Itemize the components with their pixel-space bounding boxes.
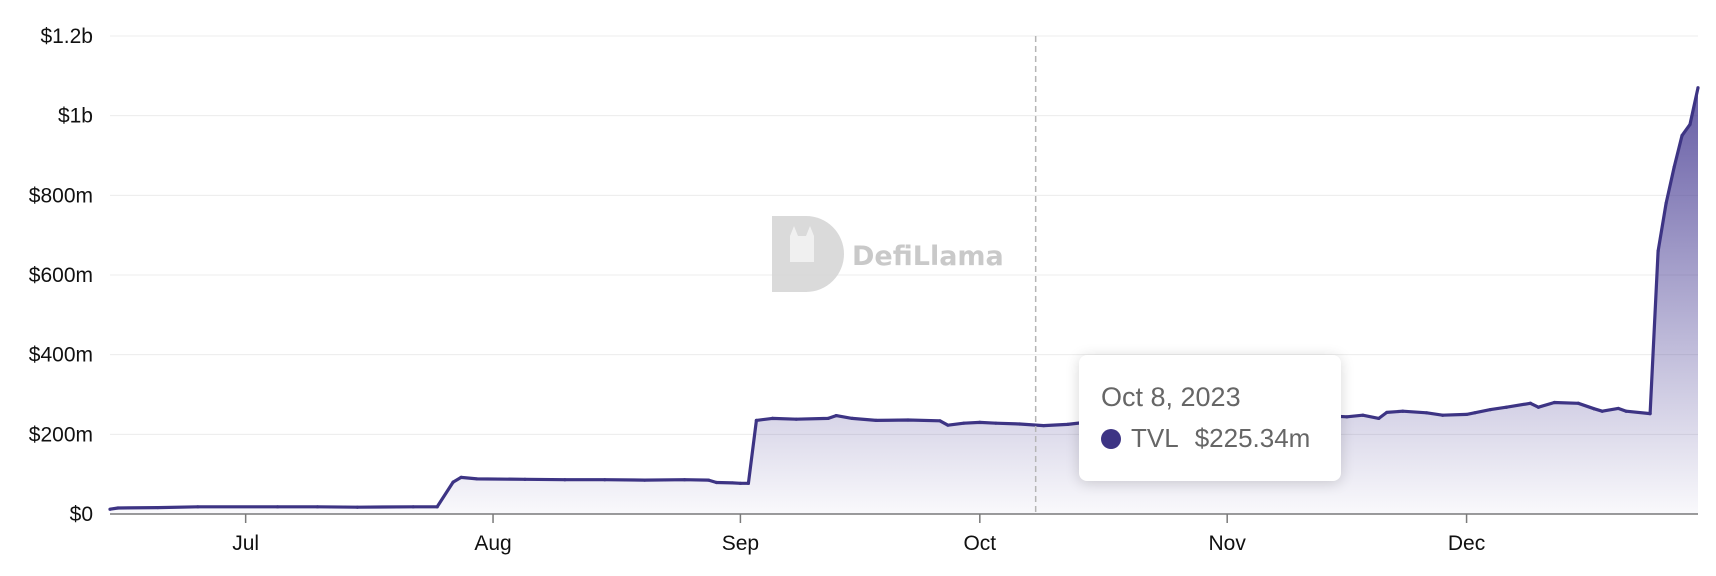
data-point: [411, 505, 415, 509]
y-tick-label: $800m: [29, 184, 93, 207]
data-point: [355, 505, 359, 509]
data-point: [1680, 133, 1684, 138]
tvl-data-points: [108, 86, 1700, 511]
data-point: [1656, 249, 1660, 253]
data-point: [643, 478, 647, 482]
data-point: [196, 505, 200, 509]
data-point: [706, 478, 711, 482]
y-tick-label: $200m: [29, 423, 93, 446]
data-point: [850, 416, 854, 420]
data-point: [1488, 408, 1493, 412]
watermark-text: DefiLlama: [852, 241, 1004, 272]
data-point: [746, 481, 750, 485]
data-point: [116, 506, 120, 510]
data-point: [1425, 411, 1429, 415]
watermark-logo: DefiLlama: [772, 216, 1004, 292]
data-point: [523, 477, 527, 481]
tooltip-date: Oct 8, 2023: [1101, 382, 1241, 412]
data-point: [459, 475, 463, 479]
data-point: [994, 421, 998, 425]
data-point: [1536, 405, 1541, 409]
data-point: [714, 480, 719, 485]
data-point: [1592, 407, 1596, 411]
data-point: [754, 418, 758, 422]
data-point: [156, 506, 160, 510]
data-point: [603, 478, 607, 482]
y-tick-label: $600m: [29, 264, 93, 287]
data-point: [826, 416, 830, 420]
y-tick-label: $400m: [29, 344, 93, 367]
data-point: [1441, 413, 1445, 417]
data-point: [475, 477, 479, 481]
data-point: [1576, 401, 1580, 405]
data-point: [1528, 401, 1533, 405]
data-point: [275, 505, 280, 509]
x-tick-label: Aug: [474, 532, 511, 555]
data-point: [794, 417, 798, 421]
data-point: [978, 420, 982, 424]
data-point: [738, 481, 743, 485]
chart-tooltip: Oct 8, 2023 TVL $225.34m: [1079, 355, 1341, 481]
data-point: [1401, 409, 1405, 413]
x-tick-label: Nov: [1209, 532, 1247, 555]
data-point: [1464, 412, 1469, 417]
data-point: [1042, 423, 1046, 428]
data-point: [563, 478, 567, 482]
x-tick-label: Dec: [1448, 532, 1485, 555]
data-point: [108, 507, 112, 511]
data-point: [962, 421, 966, 425]
data-point: [1696, 86, 1700, 90]
data-point: [1472, 411, 1477, 415]
data-point: [1377, 416, 1381, 420]
tooltip-row: TVL $225.34m: [1101, 423, 1319, 454]
y-tick-label: $1.2b: [40, 25, 93, 48]
data-point: [1624, 409, 1628, 413]
data-point: [1600, 409, 1604, 413]
data-point: [315, 505, 320, 509]
data-point: [1688, 122, 1692, 127]
tooltip-series-label: TVL: [1131, 423, 1179, 453]
data-point: [730, 481, 735, 485]
data-point: [1552, 400, 1556, 405]
data-point: [435, 505, 439, 509]
data-point: [1345, 415, 1349, 419]
x-tick-label: Oct: [963, 532, 996, 555]
data-point: [1616, 406, 1620, 411]
data-point: [1385, 410, 1389, 415]
data-point: [451, 480, 455, 484]
data-point: [1672, 165, 1676, 170]
tvl-area-fill: [110, 87, 1698, 515]
data-point: [682, 478, 687, 482]
x-axis: Jul Aug Sep Oct Nov Dec: [110, 513, 1698, 555]
y-axis: $0 $200m $400m $600m $800m $1b $1.2b: [29, 25, 93, 526]
x-tick-label: Sep: [722, 532, 759, 555]
y-tick-label: $0: [70, 503, 93, 526]
data-point: [1018, 422, 1022, 426]
data-point: [874, 418, 878, 422]
data-point: [946, 423, 950, 427]
gridlines: [110, 35, 1698, 435]
data-point: [834, 414, 838, 418]
data-point: [906, 418, 910, 422]
data-point: [1648, 412, 1652, 416]
data-point: [938, 419, 942, 423]
y-tick-label: $1b: [58, 105, 93, 128]
data-point: [1664, 201, 1668, 205]
series-dot-icon: [1101, 428, 1121, 449]
data-point: [770, 416, 774, 420]
x-tick-label: Jul: [232, 532, 259, 555]
data-point: [1065, 422, 1070, 426]
data-point: [1504, 405, 1509, 409]
tooltip-value: $225.34m: [1194, 423, 1311, 453]
data-point: [1361, 413, 1365, 417]
